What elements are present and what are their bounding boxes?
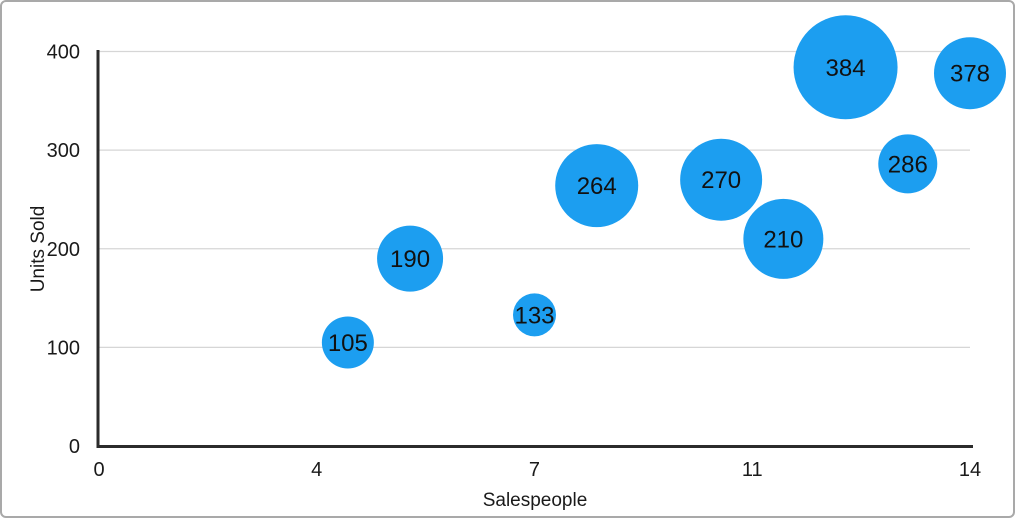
bubble-circle-384 <box>793 15 898 120</box>
bubble-value-label-270: 270 <box>701 167 741 194</box>
y-tick-label-200: 200 <box>47 239 80 261</box>
bubble-270: 270 <box>680 138 763 221</box>
y-tick-label-0: 0 <box>69 436 80 458</box>
bubble-190: 190 <box>377 225 444 292</box>
tick-labels: 0 100 200 300 400 0 4 7 11 14 <box>47 42 981 482</box>
bubble-105: 105 <box>321 316 374 369</box>
bubble-value-label-378: 378 <box>950 61 990 88</box>
x-tick-label-11: 11 <box>742 459 763 481</box>
x-tick-label-7: 7 <box>529 459 540 481</box>
bubble-value-label-105: 105 <box>328 330 368 357</box>
bubble-264: 264 <box>555 144 639 228</box>
bubble-circle-190 <box>377 225 444 292</box>
bubble-210: 210 <box>743 198 824 279</box>
bubble-value-label-384: 384 <box>826 55 866 82</box>
y-tick-label-400: 400 <box>47 42 80 64</box>
bubble-value-label-133: 133 <box>514 302 554 329</box>
axes <box>96 50 973 448</box>
bubble-value-label-190: 190 <box>390 246 430 273</box>
x-tick-label-0: 0 <box>93 459 104 481</box>
x-tick-label-14: 14 <box>959 459 981 481</box>
bubble-circle-133 <box>512 293 556 337</box>
bubble-circle-105 <box>321 316 374 369</box>
bubble-value-label-210: 210 <box>763 226 803 253</box>
y-axis-title: Units Sold <box>28 206 49 293</box>
y-tick-label-300: 300 <box>47 140 80 162</box>
bubble-circle-210 <box>743 198 824 279</box>
bubble-circle-270 <box>680 138 763 221</box>
bubble-value-label-286: 286 <box>888 151 928 178</box>
x-axis-title: Salespeople <box>483 490 588 511</box>
y-tick-label-100: 100 <box>47 337 80 359</box>
bubble-378: 378 <box>933 37 1006 110</box>
bubbles: 105 190 133 264 270 210 384 286 378 <box>321 15 1006 369</box>
bubble-286: 286 <box>878 134 938 194</box>
bubble-384: 384 <box>793 15 898 120</box>
bubble-133: 133 <box>512 293 556 337</box>
bubble-circle-378 <box>933 37 1006 110</box>
bubble-value-label-264: 264 <box>577 173 617 200</box>
bubble-circle-286 <box>878 134 938 194</box>
bubble-circle-264 <box>555 144 639 228</box>
x-tick-label-4: 4 <box>311 459 322 481</box>
